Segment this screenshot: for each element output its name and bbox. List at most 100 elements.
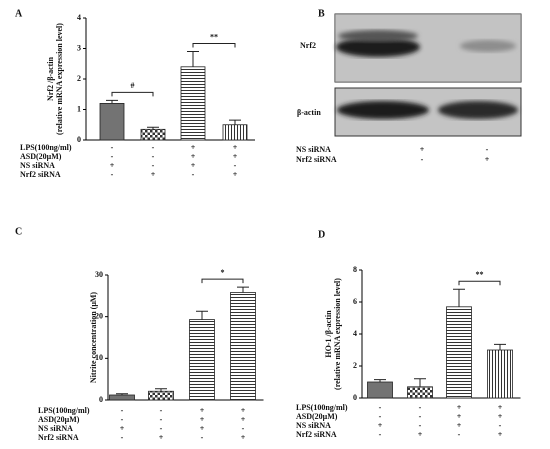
bar [487,349,513,399]
condition-sign: + [151,170,156,179]
condition-sign: - [160,415,163,424]
condition-label: Nrf2 siRNA [296,430,337,439]
condition-sign: - [486,145,489,154]
condition-label: Nrf2 siRNA [296,155,337,164]
condition-label: NS siRNA [296,145,331,154]
condition-sign: - [379,412,382,421]
y-axis-label: (relative mRNA expression level) [333,278,342,390]
y-axis-label: Nrf2 /β-actin [46,56,55,101]
condition-label: LPS(100ng/ml) [20,143,72,152]
significance-label: * [221,268,225,277]
y-tick-label: 2 [77,74,81,83]
significance-bracket [192,43,236,48]
condition-label: LPS(100ng/ml) [38,406,90,415]
condition-label: NS siRNA [20,161,55,170]
condition-label: NS siRNA [38,424,73,433]
significance-label: ** [210,32,218,41]
y-tick-label: 1 [77,104,81,113]
y-tick-label: 20 [95,311,103,320]
condition-sign: + [120,424,125,433]
condition-label: NS siRNA [296,421,331,430]
y-tick-label: 8 [353,265,357,274]
panel-label: B [318,8,325,19]
condition-sign: + [200,415,205,424]
band-label: β-actin [297,108,321,117]
bar [407,386,433,399]
y-tick-label: 4 [77,13,81,22]
error-bar [229,119,241,125]
bar [148,390,174,401]
condition-sign: + [498,430,503,439]
error-bar [196,310,208,320]
y-tick-label: 2 [353,361,357,370]
error-bar [237,286,249,293]
condition-sign: + [457,421,462,430]
condition-sign: + [191,143,196,152]
error-bar [414,378,426,387]
condition-sign: + [457,403,462,412]
condition-sign: - [201,433,204,442]
significance-label: # [131,81,135,90]
condition-sign: - [111,143,114,152]
band-label: Nrf2 [300,41,316,50]
y-tick-label: 0 [353,393,357,402]
condition-label: Nrf2 siRNA [38,433,79,442]
significance-bracket [111,91,154,97]
condition-sign: - [419,421,422,430]
condition-sign: + [498,403,503,412]
y-tick-label: 10 [95,353,103,362]
blot-image [334,13,522,137]
condition-sign: - [192,170,195,179]
error-bar [147,126,159,130]
condition-sign: + [233,152,238,161]
condition-sign: + [200,406,205,415]
y-axis-label: (relative mRNA expression level) [55,23,64,135]
bar [230,292,256,401]
condition-sign: + [241,406,246,415]
condition-sign: - [111,152,114,161]
y-tick-label: 3 [77,43,81,52]
condition-sign: - [379,403,382,412]
condition-sign: + [457,412,462,421]
y-tick-label: 0 [77,135,81,144]
error-bar [494,343,506,350]
condition-sign: - [121,415,124,424]
condition-sign: + [241,415,246,424]
bar [180,66,206,141]
condition-sign: - [152,152,155,161]
condition-sign: - [458,430,461,439]
condition-sign: + [233,143,238,152]
bar [140,128,166,141]
condition-label: Nrf2 siRNA [20,170,61,179]
condition-sign: - [121,406,124,415]
panel-label: C [15,226,22,237]
bar [189,319,215,401]
condition-sign: - [242,424,245,433]
y-axis-label: HO-1 /β-actin [324,310,333,358]
condition-sign: + [420,145,425,154]
condition-sign: + [191,161,196,170]
condition-sign: - [421,155,424,164]
error-bar [155,388,167,392]
condition-sign: - [121,433,124,442]
condition-sign: - [111,170,114,179]
condition-sign: + [110,161,115,170]
condition-label: LPS(100ng/ml) [296,403,348,412]
condition-sign: + [498,412,503,421]
condition-label: ASD(20μM) [20,152,62,161]
condition-sign: + [378,421,383,430]
bar [99,103,125,141]
y-tick-label: 30 [95,270,103,279]
bar [109,394,135,401]
condition-sign: - [499,421,502,430]
error-bar [374,379,386,382]
y-tick-label: 0 [99,395,103,404]
condition-sign: + [418,430,423,439]
bar [367,381,393,399]
condition-sign: - [419,403,422,412]
error-bar [453,288,465,307]
condition-sign: + [233,170,238,179]
error-bar [187,51,199,67]
condition-sign: + [241,433,246,442]
